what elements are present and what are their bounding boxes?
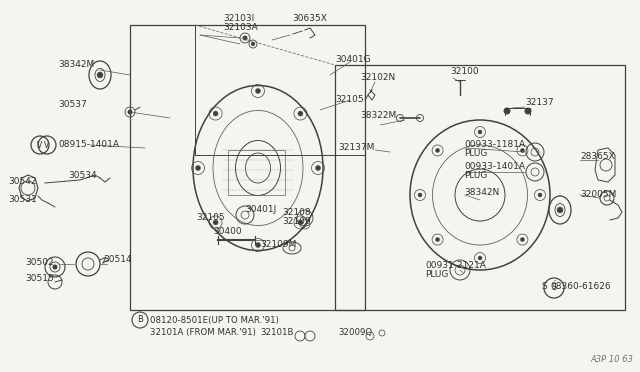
Text: 32105: 32105: [196, 213, 225, 222]
Circle shape: [418, 193, 422, 197]
Text: 00933-1181A: 00933-1181A: [464, 140, 525, 149]
Circle shape: [97, 72, 103, 78]
Circle shape: [520, 238, 524, 241]
Text: 08360-61626: 08360-61626: [550, 282, 611, 291]
Text: 32105: 32105: [335, 95, 364, 104]
Bar: [195, 25, 365, 155]
Text: B: B: [137, 315, 143, 324]
Circle shape: [195, 166, 200, 170]
Text: 32109M: 32109M: [260, 240, 296, 249]
Text: 30531: 30531: [8, 195, 36, 204]
Circle shape: [243, 36, 247, 40]
Text: PLUG: PLUG: [425, 270, 449, 279]
Bar: [335, 65, 625, 310]
Text: 32009Q: 32009Q: [338, 328, 372, 337]
Text: 32109: 32109: [282, 217, 310, 226]
Circle shape: [436, 238, 440, 241]
Text: 32137M: 32137M: [338, 143, 374, 152]
Text: PLUG: PLUG: [464, 149, 488, 158]
Circle shape: [255, 89, 260, 93]
Bar: [130, 25, 365, 310]
Text: 30514: 30514: [103, 255, 132, 264]
Circle shape: [53, 265, 57, 269]
Circle shape: [128, 110, 132, 114]
Text: S: S: [552, 283, 557, 292]
Circle shape: [525, 108, 531, 114]
Circle shape: [436, 148, 440, 153]
Text: 32108: 32108: [282, 208, 310, 217]
Circle shape: [255, 243, 260, 247]
Circle shape: [252, 42, 255, 45]
Text: 30534: 30534: [68, 171, 97, 180]
Text: PLUG: PLUG: [464, 171, 488, 180]
Circle shape: [213, 220, 218, 225]
Text: 08120-8501E(UP TO MAR.'91): 08120-8501E(UP TO MAR.'91): [150, 316, 279, 325]
Text: 00933-1401A: 00933-1401A: [464, 162, 525, 171]
Text: 30515: 30515: [25, 274, 54, 283]
Text: 00931-2121A: 00931-2121A: [425, 261, 486, 270]
Text: 32103I: 32103I: [223, 14, 254, 23]
Circle shape: [557, 207, 563, 213]
Text: 32100: 32100: [450, 67, 479, 76]
Circle shape: [298, 111, 303, 116]
Text: 32005M: 32005M: [580, 190, 616, 199]
Text: 28365X: 28365X: [580, 152, 615, 161]
Text: S: S: [541, 282, 547, 291]
Circle shape: [504, 108, 510, 114]
Circle shape: [478, 256, 482, 260]
Text: 32101B: 32101B: [260, 328, 294, 337]
Text: 32101A (FROM MAR.'91): 32101A (FROM MAR.'91): [150, 328, 256, 337]
Circle shape: [316, 166, 321, 170]
Text: 08915-1401A: 08915-1401A: [58, 140, 119, 149]
Text: 30401G: 30401G: [335, 55, 371, 64]
Circle shape: [213, 111, 218, 116]
Text: 38342N: 38342N: [464, 188, 499, 197]
Text: 30537: 30537: [58, 100, 87, 109]
Text: 38342M: 38342M: [58, 60, 94, 69]
Circle shape: [520, 148, 524, 153]
Text: 30401J: 30401J: [245, 205, 276, 214]
Text: 30542: 30542: [8, 177, 36, 186]
Text: V: V: [37, 141, 43, 150]
Text: 30400: 30400: [213, 227, 242, 236]
Text: A3P 10 63: A3P 10 63: [590, 355, 633, 364]
Text: V: V: [44, 141, 50, 150]
Text: 38322M: 38322M: [360, 111, 396, 120]
Circle shape: [478, 130, 482, 134]
Text: 32102N: 32102N: [360, 73, 396, 82]
Text: 30635X: 30635X: [292, 14, 327, 23]
Circle shape: [298, 220, 303, 225]
Bar: [228, 150, 285, 195]
Circle shape: [538, 193, 542, 197]
Text: 32103A: 32103A: [223, 23, 258, 32]
Text: 30502: 30502: [25, 258, 54, 267]
Text: 32137: 32137: [525, 98, 554, 107]
